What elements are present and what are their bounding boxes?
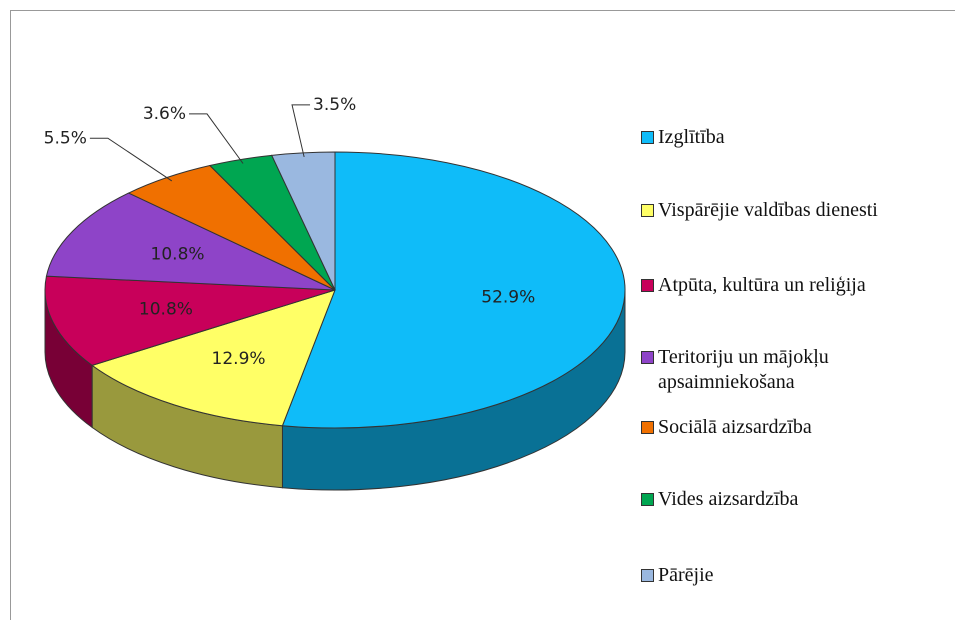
legend-label: Sociālā aizsardzība [658,416,812,438]
legend-swatch [641,493,654,506]
data-label: 3.5% [313,95,356,115]
data-label: 12.9% [212,349,266,369]
data-label: 52.9% [481,288,535,308]
slice [44,275,336,366]
slice [281,151,626,429]
legend-swatch [641,421,654,434]
legend-label: Atpūta, kultūra un reliģija [658,274,866,296]
data-label: 10.8% [139,300,193,320]
legend-label: Izglītība [658,126,725,148]
legend-item: Vides aizsardzība [641,487,941,512]
data-label: 5.5% [44,128,87,148]
data-label: 10.8% [151,245,205,265]
legend-swatch [641,204,654,217]
legend-swatch [641,569,654,582]
legend-item: Pārējie [641,563,941,588]
legend-item: Teritoriju un mājokļu apsaimniekošana [641,345,941,395]
slice [91,289,336,427]
leader-line [189,113,244,164]
legend-label: Teritoriju un mājokļu apsaimniekošana [658,346,829,393]
legend-swatch [641,279,654,292]
legend-item: Izglītība [641,125,941,150]
legend-item: Atpūta, kultūra un reliģija [641,273,941,298]
chart-frame [10,10,955,620]
leader-line [89,137,173,182]
legend-item: Sociālā aizsardzība [641,415,941,440]
legend-swatch [641,351,654,364]
slice [45,192,336,291]
legend-label: Vides aizsardzība [658,488,799,510]
legend-label: Vispārējie valdības dienesti [658,199,878,221]
legend-swatch [641,131,654,144]
legend-item: Vispārējie valdības dienesti [641,198,941,223]
legend-label: Pārējie [658,564,714,586]
data-label: 3.6% [143,104,186,124]
leader-line [291,104,311,158]
